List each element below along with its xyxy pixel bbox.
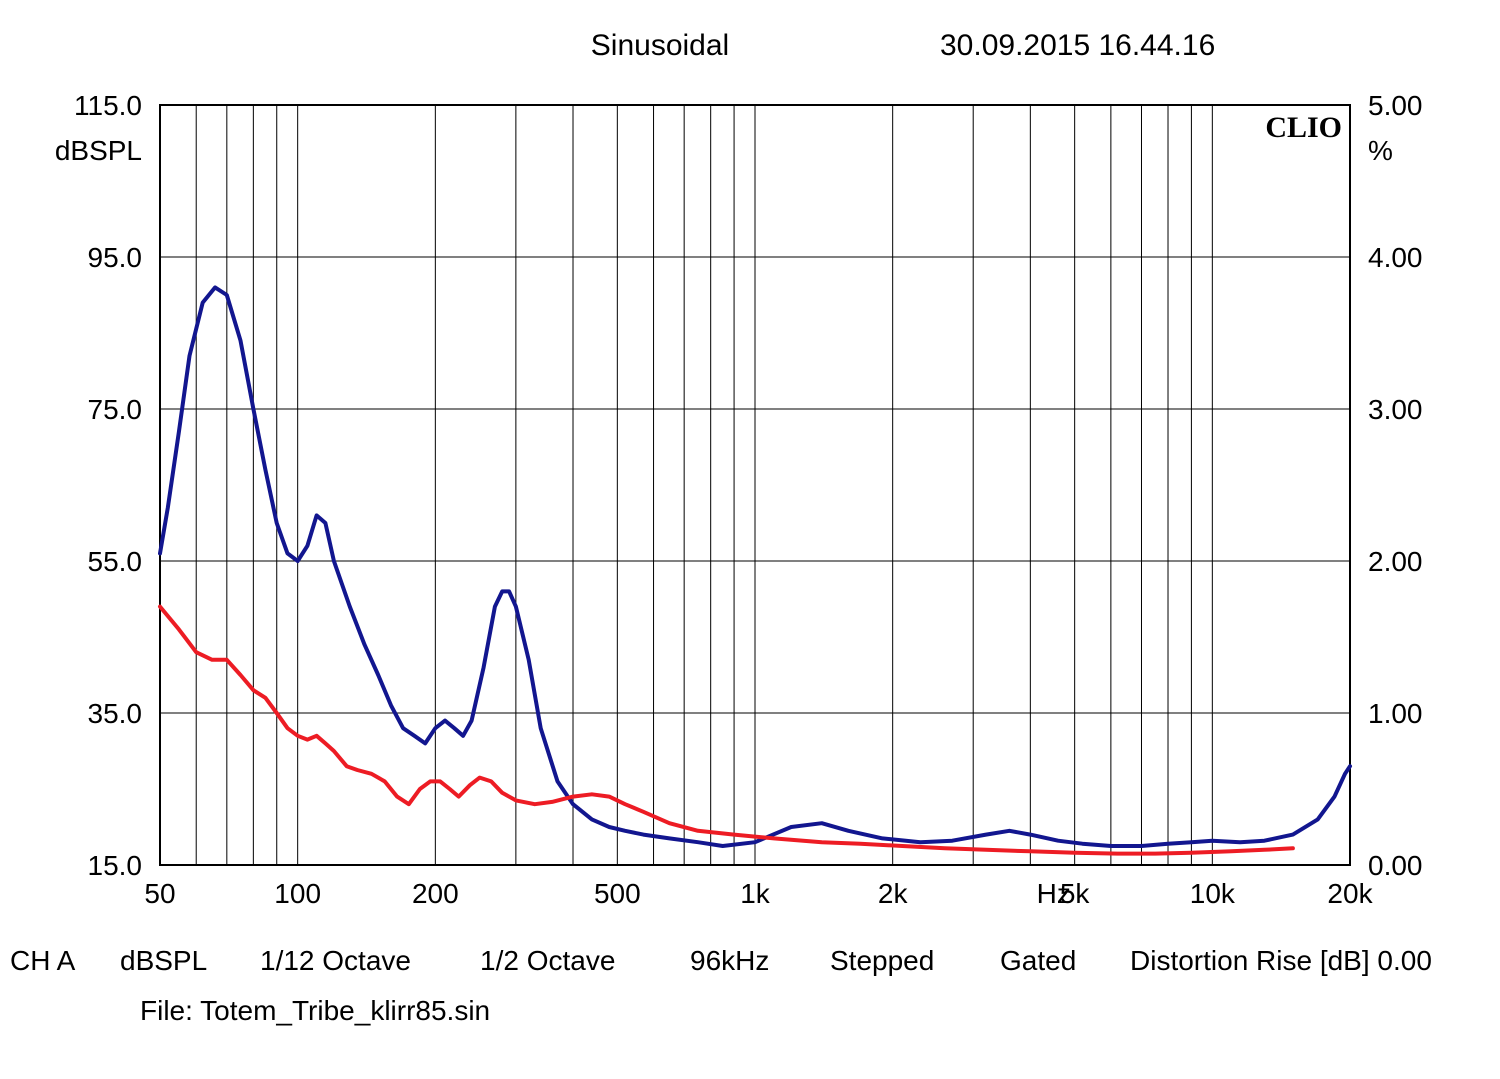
y-left-tick-label: 55.0	[88, 546, 143, 577]
x-tick-label: 100	[274, 878, 321, 909]
x-tick-label: 10k	[1190, 878, 1236, 909]
y-right-tick-label: 0.00	[1368, 850, 1423, 881]
footer-segment: CH A	[10, 945, 76, 976]
footer-segment: Gated	[1000, 945, 1076, 976]
plot-area: 501002005001k2k5k10k20kHz15.035.055.075.…	[74, 90, 1423, 909]
timestamp-label: 30.09.2015 16.44.16	[940, 29, 1215, 62]
y-right-tick-label: 4.00	[1368, 242, 1423, 273]
chart-title: Sinusoidal	[591, 29, 729, 62]
y-left-tick-label: 15.0	[88, 850, 143, 881]
y-left-tick-label: 35.0	[88, 698, 143, 729]
footer-filename: File: Totem_Tribe_klirr85.sin	[140, 995, 490, 1026]
x-tick-label: 50	[144, 878, 175, 909]
footer-segment: Stepped	[830, 945, 934, 976]
y-left-tick-label: 75.0	[88, 394, 143, 425]
brand-label: CLIO	[1265, 111, 1342, 144]
y-right-tick-label: 2.00	[1368, 546, 1423, 577]
x-tick-label: 2k	[878, 878, 909, 909]
y-left-tick-label: 95.0	[88, 242, 143, 273]
y-left-unit: dBSPL	[55, 135, 142, 166]
footer-segment: dBSPL	[120, 945, 207, 976]
footer-segment: 1/12 Octave	[260, 945, 411, 976]
x-unit-label: Hz	[1037, 878, 1071, 909]
x-tick-label: 500	[594, 878, 641, 909]
x-tick-label: 20k	[1327, 878, 1373, 909]
y-right-tick-label: 5.00	[1368, 90, 1423, 121]
x-tick-label: 200	[412, 878, 459, 909]
x-tick-label: 1k	[740, 878, 771, 909]
y-right-tick-label: 3.00	[1368, 394, 1423, 425]
y-left-tick-label: 115.0	[74, 90, 142, 121]
y-right-tick-label: 1.00	[1368, 698, 1423, 729]
footer-segment: 96kHz	[690, 945, 769, 976]
footer-segment: Distortion Rise [dB] 0.00	[1130, 945, 1432, 976]
y-right-unit: %	[1368, 135, 1393, 166]
footer-segment: 1/2 Octave	[480, 945, 615, 976]
measurement-chart: Sinusoidal 30.09.2015 16.44.16 50 100 200 5…	[0, 0, 1500, 1074]
